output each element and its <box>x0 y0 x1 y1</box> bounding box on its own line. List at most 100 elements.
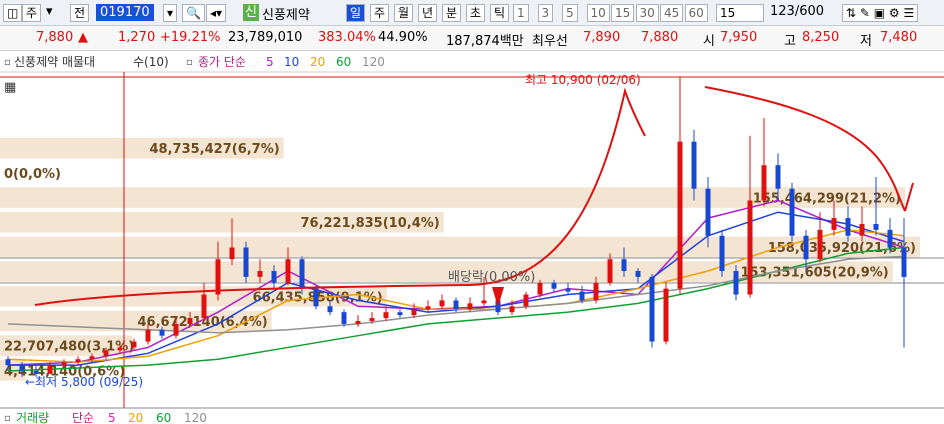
candle-body <box>607 259 613 283</box>
candle-body <box>635 271 641 277</box>
candle-body <box>719 235 725 272</box>
candle-body <box>439 300 445 307</box>
period-tab[interactable]: 월 <box>394 4 414 22</box>
candle-body <box>299 259 305 289</box>
candle-body <box>789 188 795 236</box>
profile-label: 수(10) <box>133 55 169 69</box>
menu-icon[interactable]: ◫ <box>3 4 23 22</box>
candle-body <box>159 329 165 336</box>
profile-label: 22,707,480(3,1%) <box>4 340 134 355</box>
candle-body <box>75 359 81 363</box>
candle-body <box>705 188 711 236</box>
legend-icon: ▫ <box>186 57 193 68</box>
interval-tab[interactable]: 1 <box>513 4 529 22</box>
profile-bar <box>0 211 444 233</box>
candle-body <box>859 223 865 236</box>
candle-body <box>355 320 361 324</box>
candle-body <box>383 312 389 319</box>
candle-body <box>145 329 151 342</box>
candle-body <box>845 218 851 236</box>
high: 8,250 <box>802 30 840 45</box>
period-tab[interactable]: 분 <box>442 4 462 22</box>
interval-tab[interactable]: 30 <box>635 4 659 22</box>
candle-body <box>649 276 655 342</box>
bid: 7,880 <box>641 30 679 45</box>
interval-tab[interactable]: 60 <box>684 4 708 22</box>
amount: 187,874백만 <box>446 34 524 49</box>
high-label: 고 <box>784 34 796 49</box>
candle-body <box>453 300 459 310</box>
legend-title: 신풍제약 매물대 <box>14 54 95 69</box>
profile-bar <box>0 285 387 307</box>
candle-body <box>537 282 543 295</box>
volume-legend-entry: 5 <box>108 411 116 424</box>
candle-body <box>61 362 67 366</box>
candle-body <box>313 288 319 307</box>
period-tab[interactable]: 일 <box>346 4 366 22</box>
interval-tab[interactable]: 15 <box>611 4 635 22</box>
count: 123/600 <box>770 4 825 19</box>
search[interactable]: 🔍 <box>182 4 205 22</box>
candle-body <box>747 200 753 295</box>
candle-body <box>47 365 53 374</box>
period-tab[interactable]: 주 <box>370 4 390 22</box>
chart: ▫ 신풍제약 매물대 수(10) ▫ 종가 단순 5 10 20 60 120 48,7… <box>0 51 944 424</box>
best-label: 최우선 <box>532 34 568 49</box>
candle-body <box>579 291 585 301</box>
profile-label: 0(0,0%) <box>4 167 61 182</box>
legend-entry: 10 <box>284 55 299 69</box>
candle-body <box>817 229 823 260</box>
period-tab[interactable]: 초 <box>466 4 486 22</box>
low: 7,480 <box>880 30 918 45</box>
profile-bar <box>0 335 133 357</box>
candle-body <box>243 247 249 277</box>
period-tab[interactable]: 년 <box>418 4 438 22</box>
ma-line <box>7 229 905 363</box>
interval-tab[interactable]: 45 <box>660 4 684 22</box>
stock-code[interactable]: 019170 <box>96 4 154 21</box>
legend-entry: 20 <box>310 55 325 69</box>
profile-bar <box>0 137 284 159</box>
candle-body <box>131 341 137 348</box>
candle-body <box>663 288 669 342</box>
candle-body <box>201 294 207 319</box>
hand-drawn-line <box>34 87 646 306</box>
interval-tab[interactable]: 5 <box>562 4 578 22</box>
stock-name: 신풍제약 <box>262 8 310 23</box>
candle-body <box>117 347 123 351</box>
candle-body <box>565 288 571 292</box>
candle-body <box>803 235 809 260</box>
open-label: 시 <box>703 34 715 49</box>
candle-body <box>173 323 179 336</box>
price: 7,880 <box>36 30 74 45</box>
low-label: 저 <box>860 34 872 49</box>
dividend-annotation: 배당락(0,00%) <box>448 270 535 285</box>
tool-icons[interactable]: ⇅ ✎ ▣ ⚙ ☰ <box>842 4 919 22</box>
chart-type[interactable]: 주 <box>22 4 42 22</box>
interval-input[interactable]: 15 <box>716 4 764 22</box>
volume: 23,789,010 <box>228 30 303 45</box>
candle-body <box>369 318 375 321</box>
legend-entry: 120 <box>362 55 385 69</box>
candle-body <box>733 271 739 295</box>
high-annotation: 최고 10,900 (02/06) <box>525 73 641 87</box>
candle-body <box>481 300 487 304</box>
arrow: ▲ <box>78 30 88 45</box>
legend-entry: 5 <box>266 55 274 69</box>
period-tab[interactable]: 틱 <box>490 4 510 22</box>
grid-icon: ▦ <box>4 80 16 95</box>
candle-body <box>327 306 333 313</box>
candle-body <box>215 259 221 295</box>
code-dropdown[interactable]: ▾ <box>163 4 178 22</box>
sound[interactable]: ◂▾ <box>206 4 227 22</box>
dropdown[interactable]: ▾ <box>46 4 53 19</box>
interval-tab[interactable]: 10 <box>586 4 610 22</box>
interval-tab[interactable]: 3 <box>537 4 554 22</box>
candle-body <box>887 229 893 248</box>
candle-body <box>411 309 417 316</box>
prev-button[interactable]: 전 <box>70 4 90 22</box>
profile-label: 76,221,835(10,4%) <box>300 216 439 231</box>
candle-body <box>89 356 95 360</box>
profile-bar <box>0 261 893 282</box>
volume-ma-label: 단순 <box>72 411 94 424</box>
